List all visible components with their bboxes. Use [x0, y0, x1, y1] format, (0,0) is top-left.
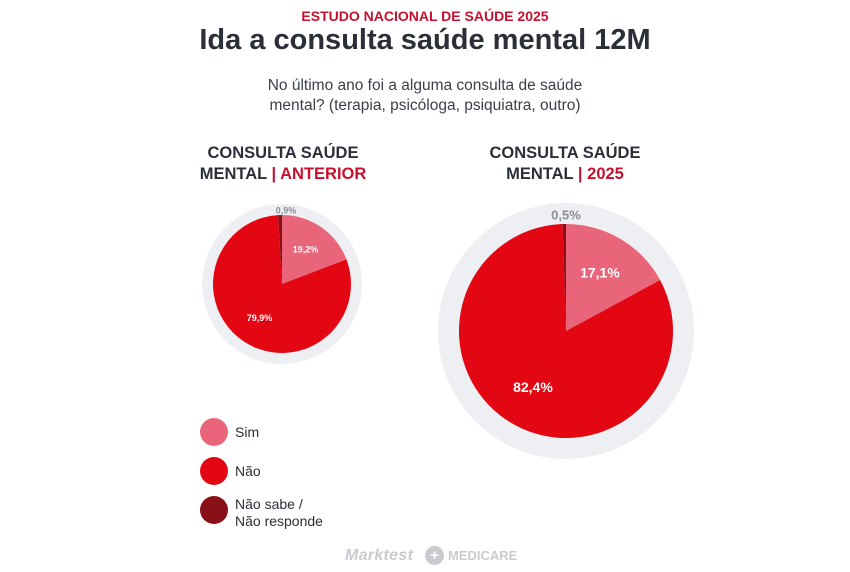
legend-swatch-ns-nr [200, 496, 228, 524]
pie-right-slice-ns-nr [562, 224, 566, 331]
legend-label-sim: Sim [235, 424, 260, 440]
subtitle-line-1: No último ano foi a alguma consulta de s… [267, 77, 583, 94]
pie-left-slice-sim [282, 215, 347, 284]
marktest-logo: Marktest [345, 547, 414, 564]
page-title: Ida a consulta saúde mental 12M [199, 24, 651, 56]
pie-right-title: CONSULTA SAÚDE MENTAL | 2025 [460, 143, 670, 185]
subtitle-line-2: mental? (terapia, psicóloga, psiquiatra,… [269, 97, 581, 114]
pie-right-title-prefix: MENTAL [506, 165, 574, 183]
pie-left-title-line-2: MENTAL | ANTERIOR [178, 164, 388, 185]
pie-right-title-accent: 2025 [587, 165, 624, 183]
pie-left-title: CONSULTA SAÚDE MENTAL | ANTERIOR [178, 143, 388, 185]
pie-right-title-line-2: MENTAL | 2025 [460, 164, 670, 185]
kicker: ESTUDO NACIONAL DE SAÚDE 2025 [301, 8, 549, 24]
pie-left-label-sim: 19,2% [293, 244, 319, 254]
subtitle: No último ano foi a alguma consulta de s… [0, 76, 850, 116]
pie-left-title-sep: | [266, 165, 281, 183]
medicare-logo: MEDICARE [448, 548, 518, 563]
pie-right-label-sim: 17,1% [580, 265, 620, 281]
medicare-cross-icon: + [425, 546, 444, 565]
pie-right-label-nao: 82,4% [513, 379, 553, 395]
pie-left-title-line-1: CONSULTA SAÚDE [207, 144, 359, 162]
pie-right-slice-nao [458, 224, 673, 438]
pie-left-title-prefix: MENTAL [199, 165, 267, 183]
pie-left-label-nao: 79,9% [247, 313, 273, 323]
pie-left-slice-ns-nr [278, 215, 282, 284]
legend-swatch-sim [200, 418, 228, 446]
pie-right-slice-sim [566, 224, 661, 331]
pie-left-slice-nao [212, 215, 351, 353]
legend-label-nao: Não [235, 463, 261, 479]
pie-right-title-sep: | [573, 165, 588, 183]
pie-left-title-accent: ANTERIOR [280, 165, 367, 183]
pie-right-title-line-1: CONSULTA SAÚDE [489, 144, 641, 162]
footer: Marktest + MEDICARE [0, 544, 850, 568]
pie-left-label-ns-nr: 0,9% [276, 205, 297, 215]
legend-label-ns-nr-line-2: Não responde [235, 513, 323, 529]
legend-swatch-nao [200, 457, 228, 485]
pie-right-label-ns-nr: 0,5% [551, 207, 581, 222]
legend-label-ns-nr: Não sabe / Não responde [235, 496, 323, 530]
legend-label-ns-nr-line-1: Não sabe / [235, 496, 303, 512]
